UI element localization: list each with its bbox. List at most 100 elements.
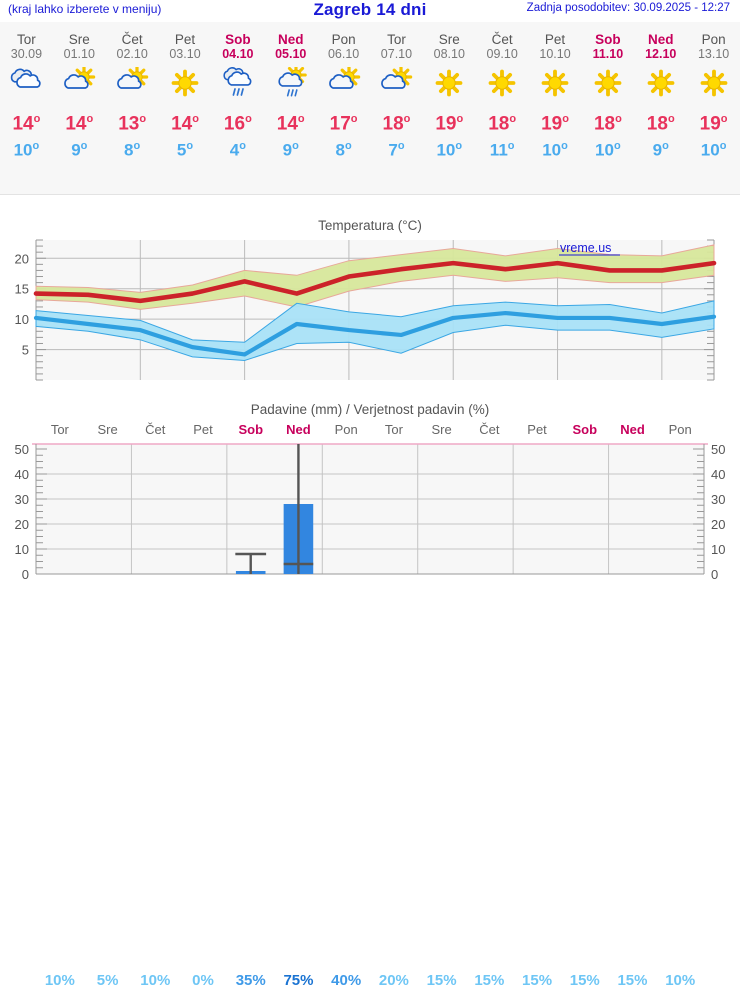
day-date-label: 05.10 bbox=[275, 47, 307, 61]
day-column[interactable]: Sob 04.10 16o 4o bbox=[211, 22, 264, 194]
day-of-week-label: Ned bbox=[277, 32, 304, 47]
max-temperature: 16o bbox=[211, 108, 264, 135]
min-temperature-value: 8 bbox=[335, 140, 345, 160]
day-date-label: 03.10 bbox=[169, 47, 201, 61]
sun-icon bbox=[647, 69, 675, 97]
degree-icon: o bbox=[133, 140, 141, 153]
day-of-week-label: Pon bbox=[701, 32, 726, 47]
max-temperature-value: 18 bbox=[488, 113, 510, 135]
min-temperature-value: 9 bbox=[71, 140, 81, 160]
sun-icon bbox=[541, 69, 569, 97]
precip-y-tick-label-right: 10 bbox=[711, 542, 725, 557]
precip-probability-label: 40% bbox=[331, 972, 362, 989]
day-of-week-label: Ned bbox=[647, 32, 674, 47]
min-temperature: 8o bbox=[106, 136, 159, 161]
day-column[interactable]: Sob 11.10 18o 10o bbox=[581, 22, 634, 194]
day-of-week-label: Pon bbox=[331, 32, 356, 47]
day-date-label: 12.10 bbox=[645, 47, 677, 61]
max-temperature-value: 19 bbox=[541, 113, 563, 135]
degree-icon: o bbox=[32, 140, 40, 153]
max-temperature-value: 17 bbox=[329, 113, 351, 135]
max-temperature: 19o bbox=[687, 108, 740, 135]
weather-icon-wrap bbox=[106, 64, 159, 104]
precip-day-label: Sob bbox=[572, 422, 598, 437]
max-temperature-value: 18 bbox=[593, 113, 616, 135]
precip-y-tick-label-right: 30 bbox=[711, 492, 725, 507]
precip-day-label: Čet bbox=[145, 422, 166, 437]
sun-icon bbox=[700, 69, 727, 97]
day-of-week-label: Sre bbox=[438, 32, 460, 47]
precip-day-label: Ned bbox=[620, 422, 645, 437]
min-temperature: 8o bbox=[317, 136, 370, 161]
weather-icon-wrap bbox=[159, 64, 212, 104]
weather-icon-wrap bbox=[634, 64, 687, 104]
weather-icon-wrap bbox=[317, 64, 370, 104]
precip-y-tick-label-left: 50 bbox=[15, 442, 29, 457]
max-temperature: 14o bbox=[53, 108, 106, 135]
min-temperature: 10o bbox=[0, 136, 53, 161]
day-of-week-label: Pet bbox=[544, 32, 566, 47]
watermark-text: vreme.us bbox=[560, 241, 611, 255]
day-of-week-label: Čet bbox=[121, 32, 143, 47]
day-column[interactable]: Čet 09.10 18o 11o bbox=[476, 22, 529, 194]
precip-probability-label: 35% bbox=[235, 972, 266, 989]
max-temperature-value: 19 bbox=[699, 113, 721, 135]
max-temperature-value: 16 bbox=[223, 113, 246, 135]
max-temperature: 14o bbox=[264, 108, 317, 135]
precip-probability-label: 15% bbox=[474, 972, 505, 989]
cloudy-icon bbox=[11, 68, 42, 88]
day-column[interactable]: Sre 08.10 19o 10o bbox=[423, 22, 476, 194]
precip-probability-label: 15% bbox=[617, 972, 648, 989]
precip-y-tick-label-right: 0 bbox=[711, 567, 718, 582]
day-of-week-label: Tor bbox=[17, 32, 36, 47]
day-column[interactable]: Pon 13.10 19o 10o bbox=[687, 22, 740, 194]
day-column[interactable]: Sre 01.10 14o 9o bbox=[53, 22, 106, 194]
max-temperature-value: 14 bbox=[276, 113, 298, 135]
day-of-week-label: Sob bbox=[595, 32, 621, 47]
precipitation-day-labels: Tor Sre Čet Pet Sob Ned Pon Tor Sre Čet Pet Sob Ned P… bbox=[36, 422, 704, 440]
precip-day-label: Čet bbox=[479, 422, 500, 437]
precip-y-tick-label-left: 0 bbox=[22, 567, 29, 582]
daily-forecast-panel: Tor 30.09 14o 10o Sre 01.10 14o 9o Čet 02.10 13o 8o… bbox=[0, 22, 740, 194]
precip-day-label: Sre bbox=[97, 422, 118, 437]
min-temperature: 9o bbox=[264, 136, 317, 161]
precipitation-chart: Padavine (mm) / Verjetnost padavin (%) T… bbox=[0, 398, 740, 989]
day-column[interactable]: Tor 07.10 18o 7o bbox=[370, 22, 423, 194]
sun-cloud-icon bbox=[381, 67, 413, 89]
page-title: Zagreb 14 dni bbox=[313, 0, 427, 19]
day-column[interactable]: Ned 12.10 18o 9o bbox=[634, 22, 687, 194]
precip-y-tick-label-right: 50 bbox=[711, 442, 725, 457]
max-temperature: 17o bbox=[317, 108, 370, 135]
precip-day-label: Pon bbox=[334, 422, 358, 437]
day-column[interactable]: Pet 03.10 14o 5o bbox=[159, 22, 212, 194]
precipitation-probability-row: 10% 5% 10% 0% 35% 75% 40% 20% 15% 15% 15% 15% 15% 10% bbox=[36, 972, 704, 992]
day-column[interactable]: Pet 10.10 19o 10o bbox=[529, 22, 582, 194]
max-temperature-value: 14 bbox=[12, 113, 34, 135]
precipitation-chart-svg: 0 0 10 10 20 20 30 30 40 40 50 50 bbox=[15, 442, 726, 582]
weather-icon-wrap bbox=[211, 64, 264, 104]
day-date-label: 30.09 bbox=[10, 47, 43, 61]
min-temperature: 10o bbox=[529, 136, 582, 161]
degree-icon: o bbox=[33, 113, 41, 125]
degree-icon: o bbox=[403, 113, 411, 125]
max-temperature: 18o bbox=[634, 108, 687, 135]
min-temperature-value: 10 bbox=[13, 140, 33, 160]
sun-cloud-icon bbox=[64, 67, 96, 89]
min-temperature: 9o bbox=[634, 136, 687, 161]
day-column[interactable]: Ned 05.10 14o 9o bbox=[264, 22, 317, 194]
min-temperature: 5o bbox=[159, 136, 212, 161]
sun-icon bbox=[171, 69, 199, 97]
sun-cloud-icon bbox=[117, 67, 149, 89]
day-column[interactable]: Tor 30.09 14o 10o bbox=[0, 22, 53, 194]
degree-icon: o bbox=[80, 140, 88, 153]
precip-day-label: Tor bbox=[384, 422, 403, 437]
day-column[interactable]: Pon 06.10 17o 8o bbox=[317, 22, 370, 194]
precip-probability-label: 15% bbox=[426, 972, 457, 989]
day-column[interactable]: Čet 02.10 13o 8o bbox=[106, 22, 159, 194]
min-temperature: 9o bbox=[53, 136, 106, 161]
temperature-chart: Temperatura (°C) 5 10 15 20 vreme.us bbox=[0, 200, 740, 395]
degree-icon: o bbox=[139, 113, 147, 125]
precip-y-tick-label-left: 20 bbox=[15, 517, 29, 532]
min-temperature: 7o bbox=[370, 136, 423, 161]
max-temperature: 14o bbox=[0, 108, 53, 135]
